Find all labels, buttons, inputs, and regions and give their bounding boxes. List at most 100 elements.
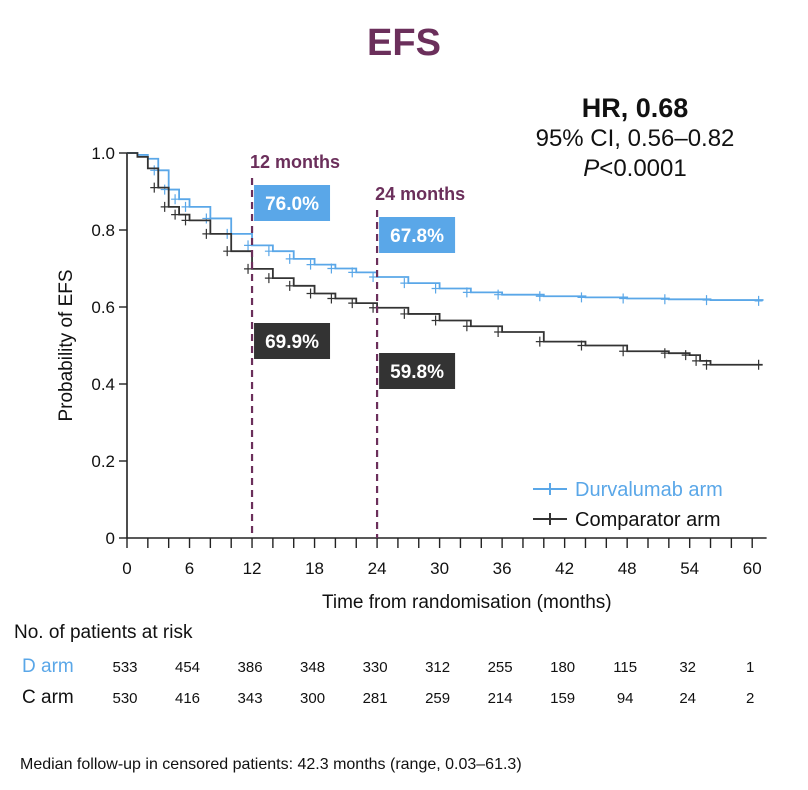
censor-mark bbox=[264, 273, 273, 284]
axes: 0 6 12 18 24 30 36 42 48 54 60 0 0.2 0.4 0.6 0.8 1.0 Time… bbox=[56, 144, 767, 613]
censor-mark bbox=[306, 288, 315, 299]
censor-mark bbox=[431, 315, 440, 326]
y-axis-label: Probability of EFS bbox=[56, 269, 77, 421]
risk-row: C arm 530 416 343 300 281 259 214 159 94 24 2 bbox=[0, 687, 808, 713]
hazard-ratio-block: HR, 0.68 95% CI, 0.56–0.82 P<0.0001 bbox=[505, 92, 765, 184]
risk-value: 300 bbox=[300, 690, 326, 707]
legend-marker bbox=[545, 513, 555, 525]
comparator-curve bbox=[127, 152, 763, 366]
x-tick-label: 54 bbox=[680, 559, 699, 578]
durvalumab-censor-marks bbox=[150, 165, 763, 306]
risk-value: 312 bbox=[425, 659, 451, 676]
censor-mark bbox=[754, 359, 763, 370]
risk-value: 259 bbox=[425, 690, 451, 707]
risk-value: 386 bbox=[237, 659, 263, 676]
risk-value: 2 bbox=[746, 690, 755, 707]
censor-mark bbox=[702, 295, 711, 306]
p-value-symbol: P bbox=[583, 155, 600, 182]
risk-value: 530 bbox=[112, 690, 138, 707]
censor-mark bbox=[577, 292, 586, 303]
landmark-value-box bbox=[379, 353, 456, 389]
landmarks: 12 months 76.0% 69.9% 24 months 67.8% 59.8% bbox=[250, 152, 465, 538]
censor-mark bbox=[223, 246, 232, 257]
censor-mark bbox=[754, 295, 763, 306]
km-plot: 0 6 12 18 24 30 36 42 48 54 60 0 0.2 0.4 0.6 0.8 1.0 Time… bbox=[56, 144, 767, 613]
legend-marker bbox=[545, 483, 555, 495]
censor-mark bbox=[535, 291, 544, 302]
censor-mark bbox=[431, 283, 440, 294]
risk-value: 533 bbox=[112, 659, 138, 676]
x-tick-label: 60 bbox=[743, 559, 762, 578]
censor-mark bbox=[171, 194, 180, 205]
censor-mark bbox=[400, 278, 409, 289]
risk-value: 115 bbox=[613, 659, 638, 676]
chart-title: EFS bbox=[367, 22, 441, 64]
risk-value: 1 bbox=[746, 659, 755, 676]
p-value: P<0.0001 bbox=[505, 154, 765, 184]
risk-row-label: C arm bbox=[22, 687, 74, 708]
censor-mark bbox=[702, 359, 711, 370]
censor-mark bbox=[660, 348, 669, 359]
landmark-value: 69.9% bbox=[265, 332, 319, 353]
censor-mark bbox=[160, 201, 169, 212]
y-tick-label: 0.2 bbox=[91, 452, 115, 471]
censor-mark bbox=[369, 302, 378, 313]
comparator-censor-marks bbox=[150, 182, 763, 370]
y-tick-label: 1.0 bbox=[91, 144, 115, 163]
censor-mark bbox=[619, 293, 628, 304]
x-tick-label: 12 bbox=[243, 559, 262, 578]
landmark-value-box bbox=[254, 185, 331, 221]
censor-mark bbox=[150, 165, 159, 176]
legend-label: Comparator arm bbox=[575, 509, 721, 531]
censor-mark bbox=[619, 346, 628, 357]
risk-value: 94 bbox=[616, 690, 634, 707]
landmark-value: 67.8% bbox=[390, 226, 444, 247]
censor-mark bbox=[577, 340, 586, 351]
censor-mark bbox=[244, 263, 253, 274]
risk-value: 348 bbox=[300, 659, 326, 676]
landmark-value: 59.8% bbox=[390, 362, 444, 383]
censor-mark bbox=[327, 293, 336, 304]
censor-mark bbox=[400, 308, 409, 319]
landmark-value-box bbox=[379, 217, 456, 253]
censor-mark bbox=[494, 289, 503, 300]
x-tick-label: 48 bbox=[618, 559, 637, 578]
x-tick-label: 18 bbox=[305, 559, 324, 578]
censor-mark bbox=[306, 259, 315, 270]
censor-mark bbox=[285, 280, 294, 291]
risk-value: 255 bbox=[487, 659, 513, 676]
y-tick-label: 0.8 bbox=[91, 221, 115, 240]
censor-mark bbox=[285, 253, 294, 264]
censor-mark bbox=[692, 355, 701, 366]
risk-row: D arm 533 454 386 348 330 312 255 180 115 32 1 bbox=[0, 656, 808, 682]
risk-value: 32 bbox=[679, 659, 697, 676]
y-tick-label: 0.4 bbox=[91, 375, 115, 394]
censor-mark bbox=[160, 184, 169, 195]
censor-mark bbox=[494, 327, 503, 338]
censor-mark bbox=[327, 263, 336, 274]
censor-mark bbox=[369, 271, 378, 282]
curves bbox=[127, 152, 764, 370]
risk-table-title: No. of patients at risk bbox=[14, 622, 193, 643]
censor-mark bbox=[150, 182, 159, 193]
risk-table: No. of patients at risk D arm 533 454 386 34… bbox=[0, 620, 808, 730]
landmark-value: 76.0% bbox=[265, 194, 319, 215]
p-value-number: <0.0001 bbox=[599, 155, 687, 182]
y-tick-label: 0.6 bbox=[91, 298, 115, 317]
legend-label: Durvalumab arm bbox=[575, 479, 723, 501]
y-tick-label: 0 bbox=[106, 529, 115, 548]
hazard-ratio: HR, 0.68 bbox=[581, 93, 689, 123]
risk-value: 330 bbox=[362, 659, 388, 676]
censor-mark bbox=[535, 336, 544, 347]
risk-value: 159 bbox=[550, 690, 576, 707]
landmark-label-12: 12 months bbox=[250, 152, 340, 172]
censor-mark bbox=[181, 215, 190, 226]
censor-mark bbox=[348, 267, 357, 278]
censor-mark bbox=[244, 240, 253, 251]
censor-mark bbox=[181, 201, 190, 212]
risk-value: 416 bbox=[175, 690, 201, 707]
censor-mark bbox=[264, 246, 273, 257]
risk-value: 454 bbox=[175, 659, 201, 676]
risk-value: 24 bbox=[679, 690, 697, 707]
x-tick-label: 6 bbox=[185, 559, 194, 578]
